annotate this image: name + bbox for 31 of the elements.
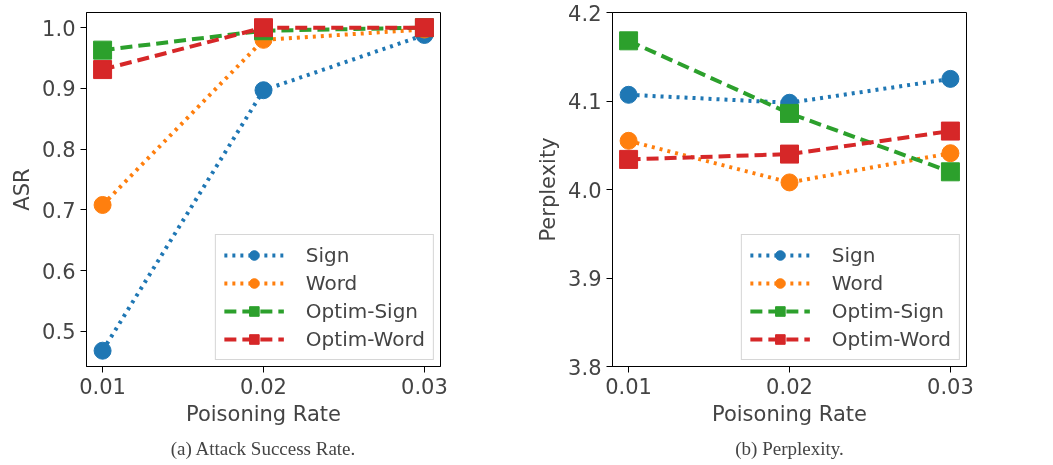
x-axis-title: Poisoning Rate <box>712 401 867 426</box>
y-tick-label: 0.9 <box>42 77 76 102</box>
y-tick-label: 4.1 <box>568 90 602 114</box>
legend-label: Optim-Sign <box>305 299 419 323</box>
legend-label: Sign <box>305 243 350 267</box>
x-tick-label: 0.01 <box>79 374 126 399</box>
x-axis-title: Poisoning Rate <box>186 401 341 426</box>
x-tick-label: 0.03 <box>927 374 974 399</box>
legend-label: Word <box>831 271 884 295</box>
y-tick-label: 0.6 <box>42 259 76 284</box>
y-axis-title: ASR <box>10 168 35 211</box>
legend-label: Optim-Word <box>305 327 425 351</box>
y-tick-label: 3.8 <box>568 355 602 380</box>
y-tick-label: 0.5 <box>42 320 76 345</box>
y-tick-label: 4.0 <box>568 178 602 203</box>
text: (b) Perplexity. <box>735 437 844 460</box>
legend-label: Optim-Sign <box>831 299 945 323</box>
y-axis-title: Perplexity <box>536 137 561 242</box>
y-tick-label: 0.7 <box>42 198 76 223</box>
text: (a) Attack Success Rate. <box>170 437 356 460</box>
legend-label: Word <box>305 271 358 295</box>
legend-label: Optim-Word <box>831 327 951 351</box>
y-tick-label: 4.2 <box>568 1 602 26</box>
x-tick-label: 0.03 <box>401 374 448 399</box>
x-tick-label: 0.02 <box>240 374 287 399</box>
y-tick-label: 0.8 <box>42 138 76 163</box>
y-tick-label: 1.0 <box>42 16 76 41</box>
y-tick-label: 3.9 <box>568 267 602 291</box>
x-tick-label: 0.02 <box>766 374 813 399</box>
legend-label: Sign <box>831 243 876 267</box>
x-tick-label: 0.01 <box>605 374 652 399</box>
